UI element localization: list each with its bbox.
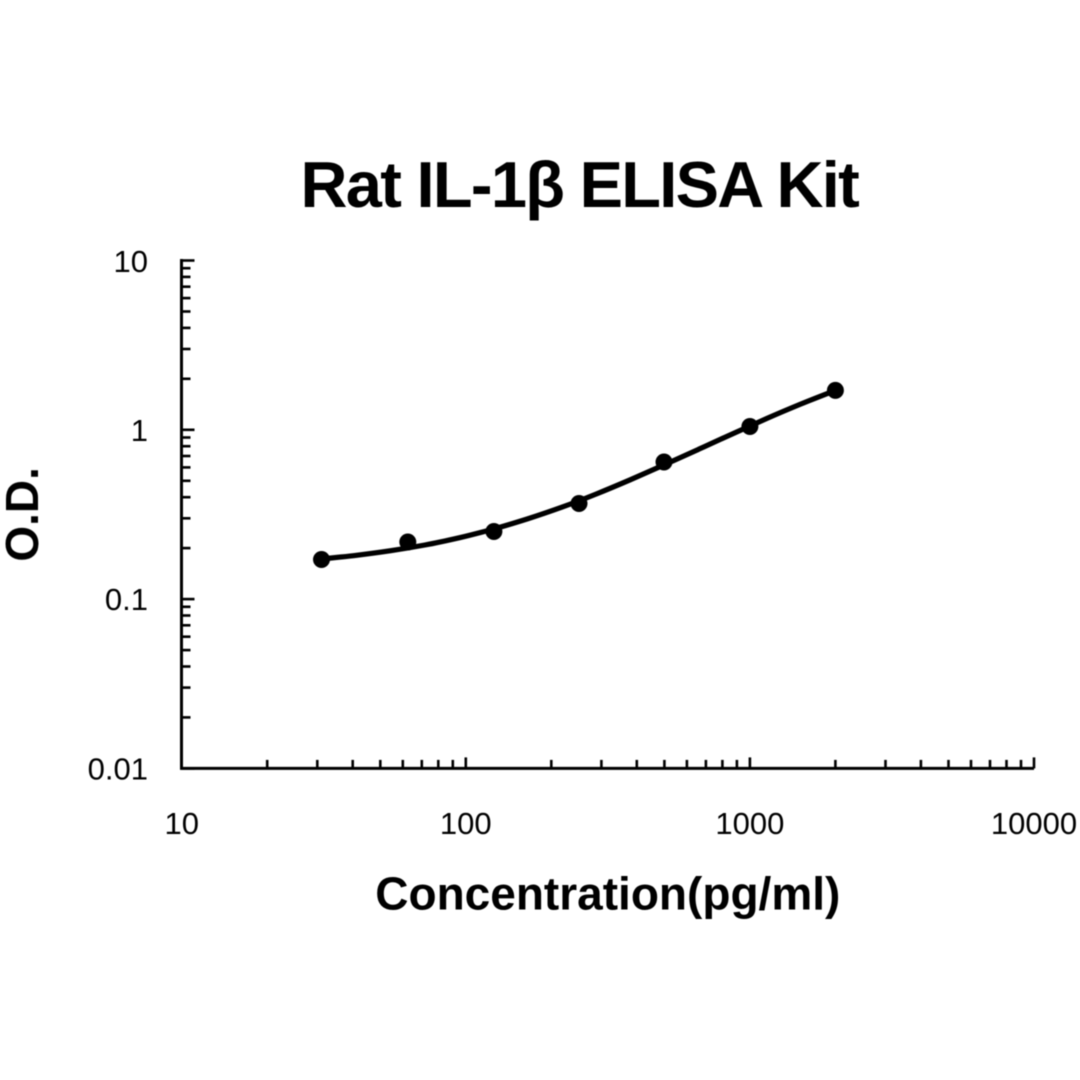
svg-text:Rat IL-1β ELISA Kit: Rat IL-1β ELISA Kit <box>301 148 860 221</box>
svg-text:0.01: 0.01 <box>88 752 148 787</box>
svg-text:1000: 1000 <box>715 806 784 841</box>
svg-text:10: 10 <box>114 244 148 279</box>
svg-text:10: 10 <box>164 806 198 841</box>
svg-text:0.1: 0.1 <box>105 582 148 617</box>
svg-text:10000: 10000 <box>991 806 1077 841</box>
svg-text:O.D.: O.D. <box>0 467 48 562</box>
svg-text:100: 100 <box>440 806 492 841</box>
svg-text:Concentration(pg/ml): Concentration(pg/ml) <box>375 868 840 920</box>
svg-text:1: 1 <box>131 413 148 448</box>
